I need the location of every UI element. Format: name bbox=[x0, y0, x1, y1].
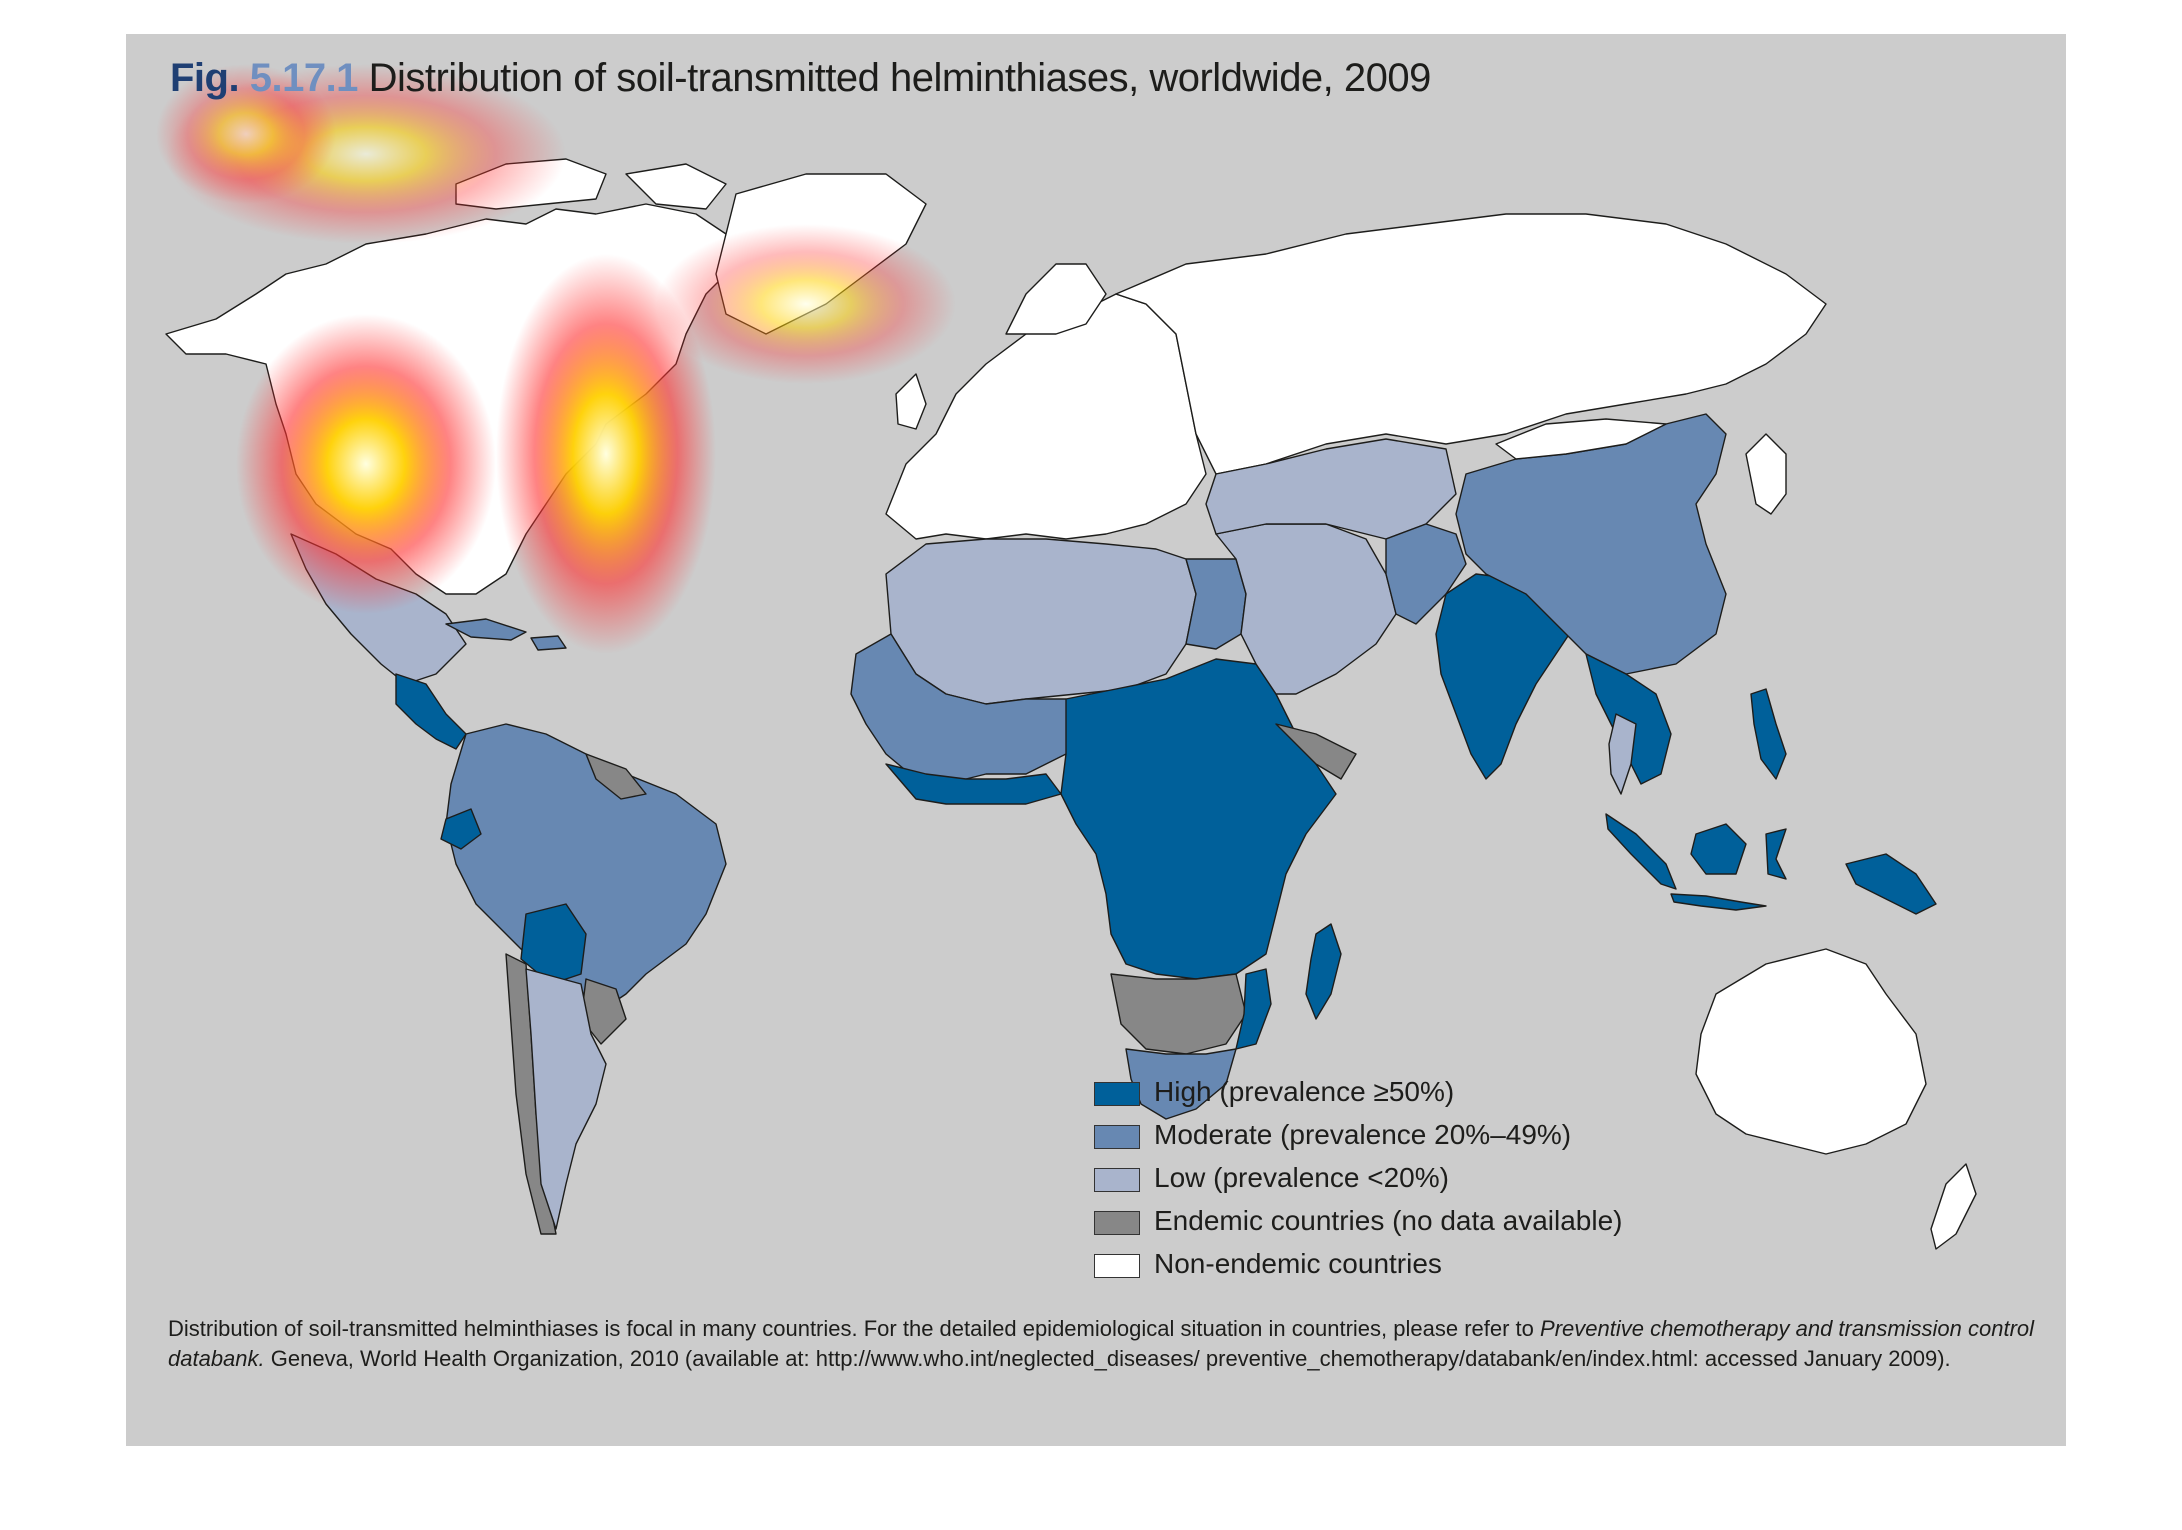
region-papua-new-guinea bbox=[1845, 853, 1937, 915]
heat-spot-title-area bbox=[156, 64, 336, 204]
region-australia bbox=[1695, 948, 1927, 1155]
legend-swatch-high bbox=[1094, 1082, 1140, 1106]
region-mongolia bbox=[1495, 418, 1667, 460]
region-middle-east bbox=[1215, 523, 1397, 695]
region-russia bbox=[1115, 213, 1827, 475]
legend-swatch-moderate bbox=[1094, 1125, 1140, 1149]
figure-title-text: Distribution of soil-transmitted helmint… bbox=[368, 56, 1432, 100]
footnote: Distribution of soil-transmitted helmint… bbox=[168, 1314, 2048, 1374]
region-argentina bbox=[525, 968, 607, 1230]
region-borneo bbox=[1690, 823, 1747, 875]
region-java bbox=[1670, 893, 1767, 911]
figure-number: 5.17.1 bbox=[249, 56, 359, 100]
figure-panel: Fig. 5.17.1 Distribution of soil-transmi… bbox=[126, 34, 2066, 1446]
footnote-text-after: Geneva, World Health Organization, 2010 … bbox=[264, 1346, 1951, 1371]
heat-spot-north-america-west bbox=[236, 314, 496, 614]
region-mozambique bbox=[1235, 968, 1272, 1050]
legend-label-low: Low (prevalence <20%) bbox=[1154, 1162, 1449, 1193]
region-new-zealand bbox=[1930, 1163, 1977, 1250]
legend-swatch-endemic-no-data bbox=[1094, 1211, 1140, 1235]
region-japan bbox=[1745, 433, 1787, 515]
region-colombia-venezuela-peru-brazil bbox=[445, 723, 727, 1015]
heat-spot-greenland-south bbox=[656, 224, 956, 384]
legend-label-high: High (prevalence ≥50%) bbox=[1154, 1076, 1455, 1107]
region-philippines bbox=[1750, 688, 1787, 780]
heatmap-overlay bbox=[156, 64, 956, 654]
region-north-africa bbox=[885, 538, 1197, 705]
region-uk bbox=[895, 373, 927, 430]
region-caribbean-cuba bbox=[445, 618, 527, 641]
region-thailand bbox=[1608, 713, 1637, 795]
legend-label-endemic-no-data: Endemic countries (no data available) bbox=[1154, 1205, 1623, 1236]
figure-title: Fig. 5.17.1 Distribution of soil-transmi… bbox=[170, 56, 1431, 101]
region-southern-africa-grey bbox=[1110, 973, 1247, 1055]
heat-spot-north-america-east bbox=[496, 254, 716, 654]
legend-swatch-non-endemic bbox=[1094, 1254, 1140, 1278]
world-map bbox=[156, 64, 1977, 1250]
region-egypt bbox=[1185, 558, 1247, 650]
region-central-east-africa bbox=[1060, 658, 1337, 980]
region-canada-islands-2 bbox=[625, 163, 727, 210]
region-sulawesi bbox=[1765, 828, 1787, 880]
region-bolivia bbox=[520, 903, 587, 985]
figure-label: Fig. bbox=[170, 56, 240, 100]
region-sumatra bbox=[1605, 813, 1677, 890]
region-guianas bbox=[585, 753, 647, 800]
region-southeast-asia bbox=[1585, 653, 1672, 785]
legend-label-non-endemic: Non-endemic countries bbox=[1154, 1248, 1442, 1279]
region-central-america bbox=[395, 673, 467, 750]
legend-swatch-low bbox=[1094, 1168, 1140, 1192]
footnote-italic: Preventive chemotherapy and transmission… bbox=[168, 1316, 2035, 1371]
region-madagascar bbox=[1305, 923, 1342, 1020]
region-ecuador bbox=[440, 808, 482, 850]
region-scandinavia bbox=[1005, 263, 1107, 335]
legend-label-moderate: Moderate (prevalence 20%–49%) bbox=[1154, 1119, 1572, 1150]
region-caribbean-hispaniola bbox=[530, 635, 567, 651]
region-horn-of-africa bbox=[1275, 723, 1357, 780]
footnote-text-before: Distribution of soil-transmitted helmint… bbox=[168, 1316, 1541, 1341]
